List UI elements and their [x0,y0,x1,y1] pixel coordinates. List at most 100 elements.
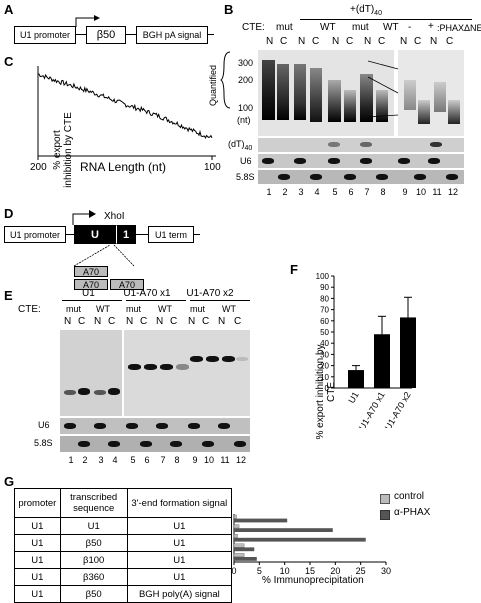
58s-label-b: 5.8S [236,172,255,182]
table-cell: U1 [126,568,233,586]
gel-band [190,356,203,362]
smear [434,82,446,112]
table-cell: U1 [14,551,61,569]
bar-phax [234,528,333,532]
table-cell: β360 [59,568,128,586]
gel-band [108,441,120,447]
g-xlabel: % Immunoprecipitation [262,575,364,586]
gel-band [236,357,248,361]
smear [310,68,322,122]
gel-b-dt40-strip [258,138,464,152]
e-header-lines [40,300,250,301]
lane-numbers-b: 1 2 3 4 5 6 7 8 9 10 11 12 [266,187,458,197]
e-cte-label: CTE: [18,304,41,315]
u6-label-b: U6 [240,156,252,166]
y-tick-label: 20 [320,362,329,371]
lane-numbers-e: 1 2 3 4 5 6 7 8 9 10 11 12 [68,455,246,465]
minus-label: - [408,22,412,33]
g-legend: control α-PHAX [380,490,476,522]
table-cell: U1 [59,517,128,535]
gel-e-main-left [60,330,122,416]
table-cell: BGH poly(A) signal [126,585,233,603]
gel-band [108,388,120,395]
e-wt-1: WT [96,304,110,314]
nc-header-b: N C N C N C N C N C N C [266,36,454,47]
phax-dnes-label: :PHAXΔNES [437,23,481,33]
gel-band [64,423,76,429]
bar [348,370,364,388]
bar-control [233,514,237,519]
mut-label-b: mut [276,22,293,33]
table-cell: β100 [59,551,128,569]
gel-band [278,174,290,180]
gel-band [170,441,182,447]
legend-swatch-phax [380,510,390,520]
gel-band [262,158,274,164]
table-cell: β50 [59,585,128,603]
x-tick-label: U1 [346,390,360,405]
mut-label-b2: mut [352,22,369,33]
transcription-start-arrow-icon [75,15,100,27]
beta50-box: β50 [86,26,126,44]
gel-band [94,423,106,429]
a70-box-2: A70 [74,279,108,290]
gel-band [294,158,306,164]
panel-c-label: C [4,54,14,69]
gel-e-main-right [124,330,250,416]
smear [344,90,356,122]
gel-e-u6-strip [60,418,250,434]
y-tick-label: 50 [320,328,329,337]
bar-control [233,524,240,529]
e-u1a2-header: U1-A70 x2 [186,288,234,299]
gel-band [376,174,388,180]
size-300: 300 [238,58,254,68]
d-u1-term-box: U1 term [148,226,194,243]
table-cell: U1 [14,568,61,586]
bar-phax [234,537,366,542]
size-200: 200 [238,75,254,85]
table-header-cell: transcribed sequence [59,488,128,518]
a70-box-3: A70 [110,279,144,290]
gel-band [128,364,141,370]
y-tick-label: 70 [320,306,329,315]
gel-band [310,174,322,180]
smear [418,100,430,124]
bar [374,334,390,388]
gel-band [446,174,458,180]
c-xtick-100: 100 [204,162,221,173]
table-cell: U1 [126,551,233,569]
table-cell: U1 [126,534,233,552]
d-construct: U1 promoter U 1 U1 term [4,224,204,246]
panel-f-label: F [290,262,298,277]
d-u1-promoter-box: U1 promoter [4,226,66,243]
y-tick-label: 90 [320,283,329,292]
y-tick-label: 80 [320,294,329,303]
table-cell: U1 [126,517,233,535]
gel-band [176,364,189,370]
y-tick-label: 0 [325,384,330,393]
gel-b-u6-strip [258,154,464,168]
e-mut-1: mut [66,304,82,314]
gel-band [94,390,106,395]
panel-g-label: G [4,474,15,489]
bar-control [233,534,238,538]
58s-label-e: 5.8S [34,438,53,448]
panel-g-chart: 0 5 10 15 20 25 30 [231,514,391,576]
xhoi-arrow-icon [72,210,96,225]
y-tick-label: 30 [320,350,329,359]
gel-band [430,142,442,147]
gel-band [344,174,356,180]
smear [404,80,416,110]
cte-label-b: CTE: [242,22,265,33]
bar-control [233,553,245,558]
gel-band [206,356,219,362]
size-100: 100 [238,103,254,113]
y-tick-label: 10 [320,373,329,382]
e-u1a1-header: U1-A70 x1 [123,288,171,299]
x-tick-label: 15 [305,566,315,576]
c-xtick-200: 200 [30,162,47,173]
gel-band [398,158,410,164]
e-wt-3: WT [222,304,236,314]
gel-band [140,441,152,447]
